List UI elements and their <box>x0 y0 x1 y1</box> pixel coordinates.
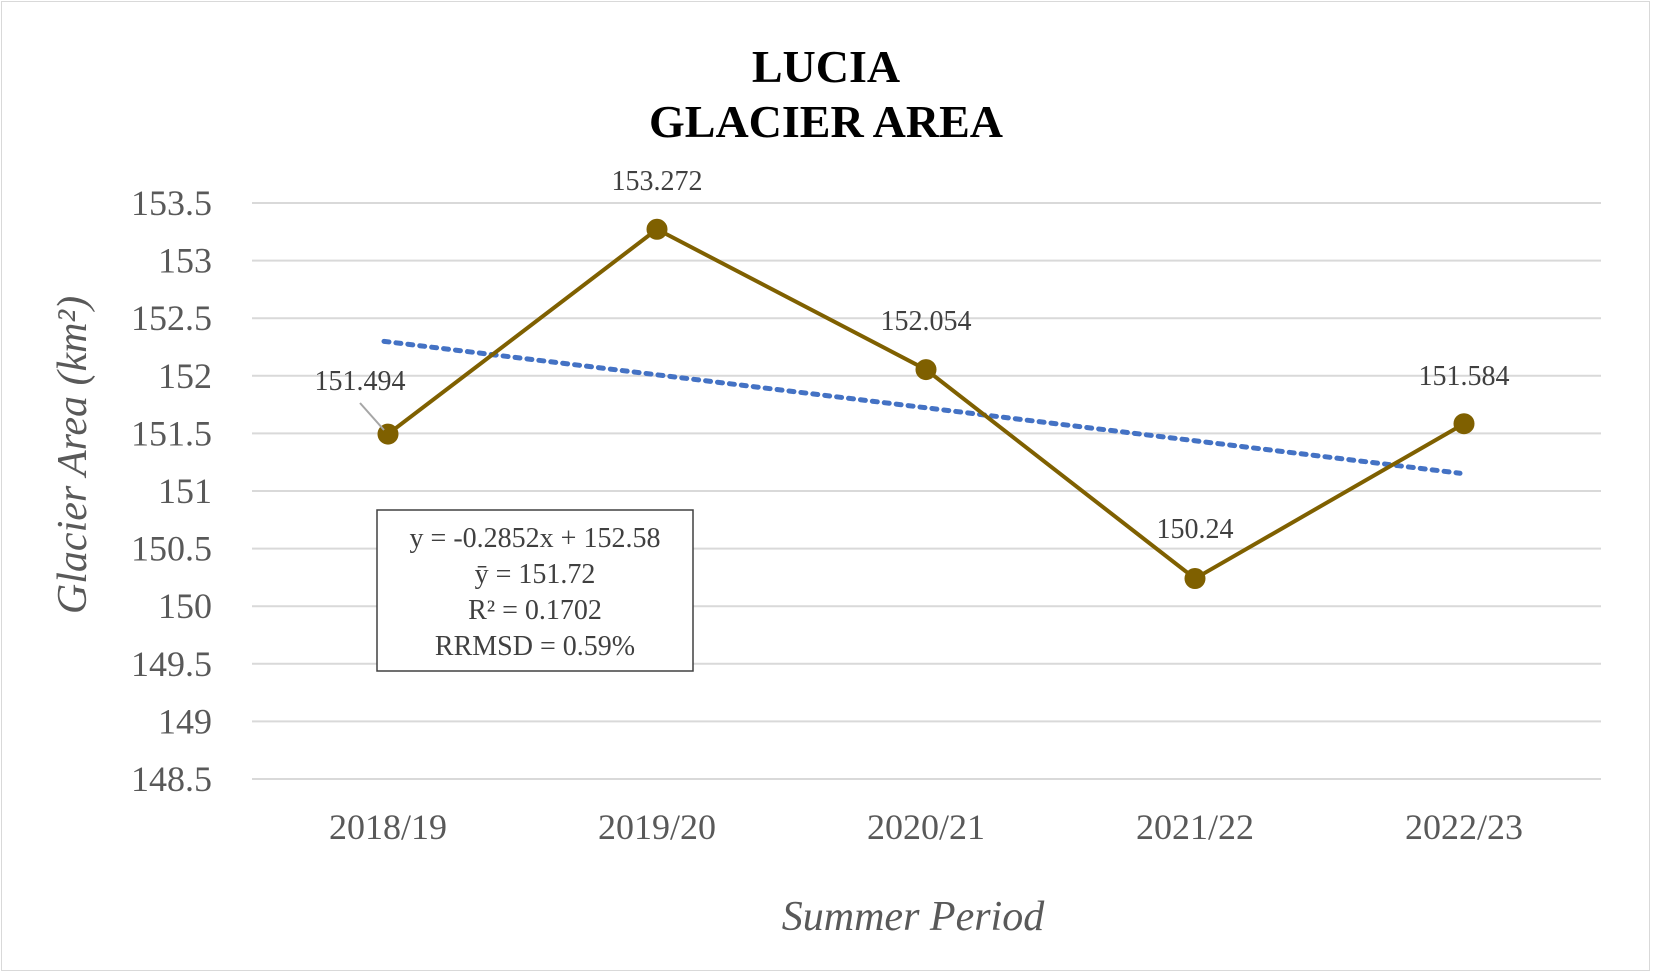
chart-title-line-1: LUCIA <box>752 41 900 92</box>
data-label-leader-line <box>359 402 385 431</box>
data-point <box>1184 568 1206 590</box>
data-label: 151.494 <box>315 366 406 397</box>
stats-r-squared: R² = 0.1702 <box>468 595 602 626</box>
stats-mean: ȳ = 151.72 <box>475 559 596 590</box>
trendline <box>381 338 1463 476</box>
stats-box-border <box>376 509 694 672</box>
x-tick-label: 2022/23 <box>1405 807 1523 847</box>
x-tick-label: 2018/19 <box>329 807 447 847</box>
x-tick-labels: 2018/19 2019/20 2020/21 2021/22 2022/23 <box>329 807 1523 847</box>
y-tick-label: 149 <box>158 701 212 741</box>
y-tick-label: 149.5 <box>131 644 212 684</box>
x-tick-label: 2021/22 <box>1136 807 1254 847</box>
y-tick-label: 151 <box>158 471 212 511</box>
y-tick-labels: 148.5 149 149.5 150 150.5 151 151.5 152 152.5 153… <box>131 183 212 799</box>
series-layer <box>377 218 1475 590</box>
data-point <box>915 359 937 381</box>
data-point <box>1453 413 1475 435</box>
regression-stats-box: y = -0.2852x + 152.58 ȳ = 151.72 R² = 0.… <box>376 509 694 672</box>
y-tick-label: 153.5 <box>131 183 212 223</box>
data-point <box>646 218 668 240</box>
y-tick-label: 152 <box>158 356 212 396</box>
x-axis-title: Summer Period <box>782 894 1045 940</box>
data-label: 151.584 <box>1419 361 1510 392</box>
y-tick-label: 148.5 <box>131 759 212 799</box>
stats-rrmsd: RRMSD = 0.59% <box>435 631 635 662</box>
data-label: 150.24 <box>1157 514 1234 545</box>
y-tick-label: 152.5 <box>131 298 212 338</box>
data-label: 153.272 <box>612 166 703 197</box>
y-tick-label: 150.5 <box>131 529 212 569</box>
y-tick-label: 150 <box>158 586 212 626</box>
data-label-layer: 151.494 153.272 152.054 150.24 151.584 <box>315 166 1510 545</box>
x-tick-label: 2020/21 <box>867 807 985 847</box>
gridlines <box>252 202 1601 780</box>
data-label: 152.054 <box>881 306 972 337</box>
chart-title-line-2: GLACIER AREA <box>649 96 1003 147</box>
y-axis-title: Glacier Area (km²) <box>50 296 96 614</box>
trendline-layer <box>381 338 1463 476</box>
y-tick-label: 151.5 <box>131 413 212 453</box>
stats-equation: y = -0.2852x + 152.58 <box>410 523 661 554</box>
x-tick-label: 2019/20 <box>598 807 716 847</box>
y-tick-label: 153 <box>158 241 212 281</box>
